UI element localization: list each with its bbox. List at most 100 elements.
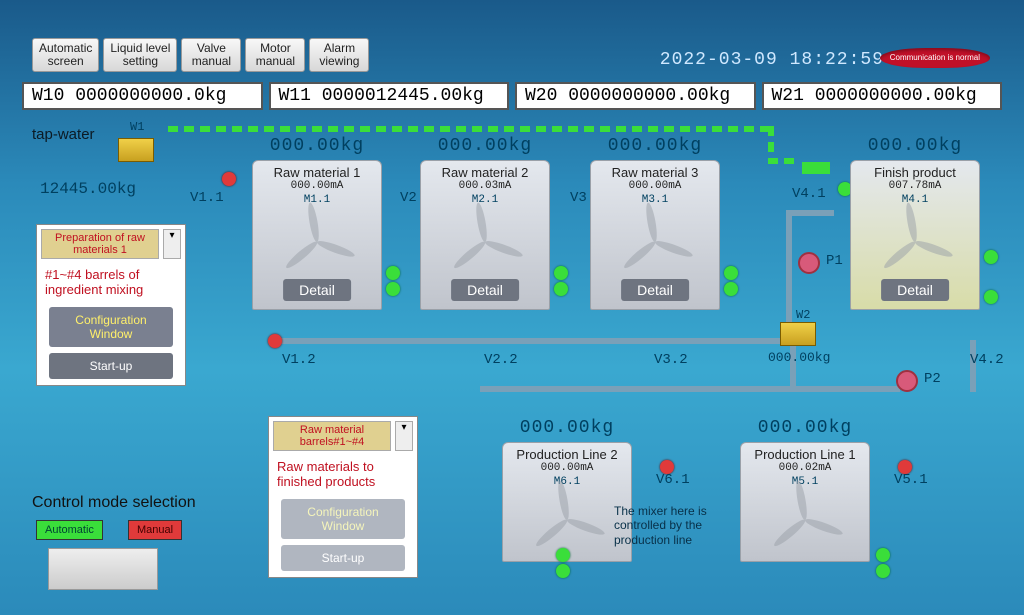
w1-label: W1 bbox=[130, 120, 144, 134]
t1-light-icon bbox=[386, 266, 400, 280]
tank-prod1-reading: 000.02mA bbox=[741, 462, 869, 474]
finish-panel: Raw material barrels#1~#4 ▾ Raw material… bbox=[268, 416, 418, 578]
mode-manual-button[interactable]: Manual bbox=[128, 520, 182, 540]
p2-label: P2 bbox=[924, 371, 941, 387]
pump-p1-icon bbox=[798, 252, 820, 274]
datetime-display: 2022-03-09 18:22:59 bbox=[660, 50, 884, 70]
tank-raw2-weight: 000.00kg bbox=[420, 136, 550, 156]
tank-raw1: 000.00kg Raw material 1 000.00mA M1.1 De… bbox=[252, 136, 382, 310]
v51-label: V5.1 bbox=[894, 472, 928, 488]
pipe-icon bbox=[280, 338, 790, 344]
p1-light-icon bbox=[876, 548, 890, 562]
motor-manual-button[interactable]: Motormanual bbox=[245, 38, 305, 72]
v22-label: V2.2 bbox=[484, 352, 518, 368]
tank-prod1-weight: 000.00kg bbox=[740, 418, 870, 438]
tank-raw1-detail-button[interactable]: Detail bbox=[283, 279, 351, 301]
tank-raw3-motor: M3.1 bbox=[591, 194, 719, 206]
tank-raw1-reading: 000.00mA bbox=[253, 180, 381, 192]
v11-status-icon bbox=[222, 172, 236, 186]
mode-title: Control mode selection bbox=[32, 494, 196, 512]
finish-select-dropdown[interactable]: ▾ bbox=[395, 421, 413, 451]
auto-screen-button[interactable]: Automaticscreen bbox=[32, 38, 99, 72]
v42-label: V4.2 bbox=[970, 352, 1004, 368]
pipe-icon bbox=[786, 210, 834, 216]
p1-light-icon bbox=[876, 564, 890, 578]
v12-status-icon bbox=[268, 334, 282, 348]
comm-status-badge: Communication is normal bbox=[880, 48, 990, 68]
liquid-level-button[interactable]: Liquid levelsetting bbox=[103, 38, 177, 72]
mode-auto-button[interactable]: Automatic bbox=[36, 520, 103, 540]
mixer-icon bbox=[537, 486, 597, 546]
tank-finish-title: Finish product bbox=[851, 161, 979, 180]
pump-p2-icon bbox=[896, 370, 918, 392]
finish-startup-button[interactable]: Start-up bbox=[281, 545, 405, 571]
prep-startup-button[interactable]: Start-up bbox=[49, 353, 173, 379]
supply-line-icon bbox=[768, 158, 798, 164]
tank-finish-reading: 007.78mA bbox=[851, 180, 979, 192]
tap-water-reading: 12445.00kg bbox=[40, 180, 136, 198]
tank-prod2-reading: 000.00mA bbox=[503, 462, 631, 474]
mixer-icon bbox=[287, 208, 347, 268]
prep-select[interactable]: Preparation of raw materials 1 bbox=[41, 229, 159, 259]
tank-prod2-weight: 000.00kg bbox=[502, 418, 632, 438]
pipe-icon bbox=[480, 386, 900, 392]
v32-label: V3.2 bbox=[654, 352, 688, 368]
w2-reading: 000.00kg bbox=[768, 350, 830, 365]
finish-config-button[interactable]: Configuration Window bbox=[281, 499, 405, 539]
v61-label: V6.1 bbox=[656, 472, 690, 488]
mixer-note: The mixer here is controlled by the prod… bbox=[614, 504, 734, 547]
v41-label: V4.1 bbox=[792, 186, 826, 202]
tank-raw3-reading: 000.00mA bbox=[591, 180, 719, 192]
w2-valve-icon bbox=[780, 322, 816, 346]
tank-raw2-detail-button[interactable]: Detail bbox=[451, 279, 519, 301]
prep-select-dropdown[interactable]: ▾ bbox=[163, 229, 181, 259]
readout-w20: W20 0000000000.00kg bbox=[515, 82, 756, 110]
t3-light-icon bbox=[724, 266, 738, 280]
tank-prod2: 000.00kg Production Line 2 000.00mA M6.1 bbox=[502, 418, 632, 562]
finish-select[interactable]: Raw material barrels#1~#4 bbox=[273, 421, 391, 451]
prep-panel: Preparation of raw materials 1 ▾ #1~#4 b… bbox=[36, 224, 186, 386]
alarm-viewing-button[interactable]: Alarmviewing bbox=[309, 38, 369, 72]
w2-label: W2 bbox=[796, 308, 810, 322]
tank-prod2-title: Production Line 2 bbox=[503, 443, 631, 462]
tank-raw3: 000.00kg Raw material 3 000.00mA M3.1 De… bbox=[590, 136, 720, 310]
weight-readout-bar: W10 0000000000.0kg W11 0000012445.00kg W… bbox=[22, 82, 1002, 110]
tank-raw1-title: Raw material 1 bbox=[253, 161, 381, 180]
tank-raw1-weight: 000.00kg bbox=[252, 136, 382, 156]
tank-raw2-title: Raw material 2 bbox=[421, 161, 549, 180]
finish-note: Raw materials to finished products bbox=[269, 455, 417, 493]
t4-light-icon bbox=[984, 290, 998, 304]
pipe-icon bbox=[786, 210, 792, 340]
supply-line-icon bbox=[168, 126, 768, 132]
prep-config-button[interactable]: Configuration Window bbox=[49, 307, 173, 347]
mixer-icon bbox=[885, 208, 945, 268]
p2-light-icon bbox=[556, 564, 570, 578]
readout-w11: W11 0000012445.00kg bbox=[269, 82, 510, 110]
tank-raw3-weight: 000.00kg bbox=[590, 136, 720, 156]
t2-light-icon bbox=[554, 266, 568, 280]
v11-label: V1.1 bbox=[190, 190, 224, 206]
mixer-icon bbox=[455, 208, 515, 268]
tank-finish-weight: 000.00kg bbox=[850, 136, 980, 156]
tank-raw1-motor: M1.1 bbox=[253, 194, 381, 206]
p1-label: P1 bbox=[826, 253, 843, 269]
tank-finish-detail-button[interactable]: Detail bbox=[881, 279, 949, 301]
readout-w21: W21 0000000000.00kg bbox=[762, 82, 1003, 110]
readout-w10: W10 0000000000.0kg bbox=[22, 82, 263, 110]
tank-finish-motor: M4.1 bbox=[851, 194, 979, 206]
mixer-icon bbox=[625, 208, 685, 268]
toolbar: Automaticscreen Liquid levelsetting Valv… bbox=[32, 38, 369, 72]
tank-finish: 000.00kg Finish product 007.78mA M4.1 De… bbox=[850, 136, 980, 310]
tank-raw3-detail-button[interactable]: Detail bbox=[621, 279, 689, 301]
tank-raw3-title: Raw material 3 bbox=[591, 161, 719, 180]
w1-valve-icon bbox=[118, 138, 154, 162]
tank-prod1: 000.00kg Production Line 1 000.02mA M5.1 bbox=[740, 418, 870, 562]
mode-indicator-icon bbox=[48, 548, 158, 590]
mixer-icon bbox=[775, 486, 835, 546]
v41-open-icon bbox=[802, 162, 830, 174]
tank-raw2: 000.00kg Raw material 2 000.03mA M2.1 De… bbox=[420, 136, 550, 310]
tank-raw2-motor: M2.1 bbox=[421, 194, 549, 206]
valve-manual-button[interactable]: Valvemanual bbox=[181, 38, 241, 72]
t2-light-icon bbox=[554, 282, 568, 296]
v12-label: V1.2 bbox=[282, 352, 316, 368]
